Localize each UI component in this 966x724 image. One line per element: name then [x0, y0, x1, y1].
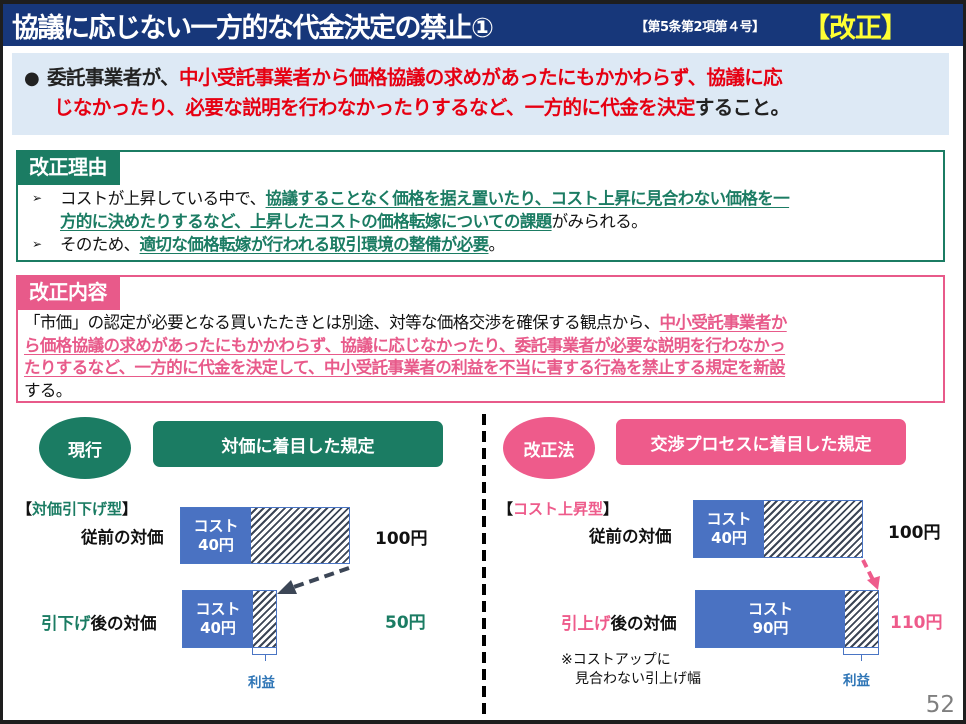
reason-text-end: 。 — [488, 235, 506, 254]
after-price-label: 引上げ後の対価 — [561, 610, 677, 634]
summary-suffix: すること。 — [694, 96, 790, 119]
cost-segment: コスト 40円 — [694, 501, 764, 557]
summary-prefix: 委託事業者が、 — [47, 66, 180, 89]
type-label-text: 対価引下げ型 — [32, 500, 123, 518]
reason-item-cont: 方的に決めたりするなど、上昇したコストの価格転嫁についての課題がみられる。 — [32, 210, 939, 233]
bracket-close: 】 — [603, 500, 619, 518]
cost-label: コスト — [193, 516, 239, 535]
profit-label: 利益 — [248, 675, 275, 691]
cost-value: 40円 — [198, 535, 234, 554]
current-rule-label: 対価に着目した規定 — [221, 436, 375, 457]
current-law-label: 現行 — [68, 440, 102, 461]
after-label-rest: 後の対価 — [610, 614, 677, 633]
content-text-end: する。 — [24, 380, 72, 400]
note-line: ※コストアップに — [561, 652, 671, 668]
reason-text: そのため、 — [60, 235, 140, 254]
arrowhead-bullet-icon: ➢ — [32, 237, 42, 251]
after-amount: 110円 — [890, 613, 943, 633]
content-emphasis: たりするなど、一方的に代金を決定して、中小受託事業者の利益を不当に害する行為を禁… — [24, 358, 786, 377]
content-emphasis: ら価格協議の求めがあったにもかかわらず、協議に応じなかったり、委託事業者が必要な… — [24, 335, 786, 355]
cost-value: 90円 — [752, 619, 789, 637]
cost-segment: コスト 40円 — [181, 508, 251, 563]
reason-item: ➢ そのため、適切な価格転嫁が行われる取引環境の整備が必要。 — [32, 233, 939, 256]
content-box-body: 「市価」の認定が必要となる買いたたきとは別途、対等な価格交渉を確保する観点から、… — [24, 312, 939, 402]
reason-emphasis: 協議することなく価格を据え置いたり、コスト上昇に見合わない価格を一 — [265, 189, 790, 208]
summary-box: ● 委託事業者が、中小受託事業者から価格協議の求めがあったにもかかわらず、協議に応… — [12, 53, 949, 135]
current-rule-pill: 対価に着目した規定 — [153, 421, 443, 467]
after-label-highlight: 引上げ — [561, 614, 611, 633]
summary-highlight-cont: じなかったり、必要な説明を行わなかったりするなど、一方的に代金を決定 — [54, 96, 695, 119]
before-price-label: 従前の対価 — [589, 527, 672, 546]
cost-label: コスト — [195, 600, 241, 618]
reason-emphasis-cont: 方的に決めたりするなど、上昇したコストの価格転嫁についての課題 — [60, 212, 552, 231]
profit-label: 利益 — [843, 673, 870, 689]
summary-highlight: 中小受託事業者から価格協議の求めがあったにもかかわらず、協議に応 — [179, 66, 783, 89]
revised-rule-pill: 交渉プロセスに着目した規定 — [616, 419, 906, 465]
content-box: 改正内容 「市価」の認定が必要となる買いたたきとは別途、対等な価格交渉を確保する… — [16, 275, 945, 403]
after-amount: 50円 — [385, 613, 426, 633]
increase-arrow-icon — [861, 559, 880, 590]
current-law-badge: 現行 — [39, 417, 131, 479]
profit-segment — [845, 591, 878, 647]
profit-segment — [253, 591, 276, 647]
cost-label: コスト — [706, 510, 752, 528]
insufficient-increase-note: ※コストアップに 見合わない引上げ幅 — [561, 651, 701, 689]
before-price-label: 従前の対価 — [81, 528, 164, 547]
revised-law-label: 改正法 — [523, 440, 575, 461]
profit-segment — [764, 501, 862, 557]
page-title: 協議に応じない一方的な代金決定の禁止① — [12, 13, 494, 44]
type-label-text: コスト上昇型 — [513, 500, 604, 518]
bracket-close: 】 — [122, 500, 138, 518]
revision-tag: 【改正】 — [803, 13, 908, 44]
profit-brace — [252, 648, 277, 661]
cost-label: コスト — [747, 600, 793, 618]
panel-divider — [482, 414, 486, 714]
before-price-bar: コスト 40円 — [180, 507, 350, 564]
page-number: 52 — [925, 692, 955, 718]
cost-value: 40円 — [200, 619, 236, 637]
before-amount: 100円 — [375, 529, 428, 549]
after-label-highlight: 引下げ — [41, 614, 91, 633]
reason-emphasis: 適切な価格転嫁が行われる取引環境の整備が必要 — [139, 235, 490, 254]
reason-box-body: ➢ コストが上昇している中で、協議することなく価格を据え置いたり、コスト上昇に見合… — [32, 187, 939, 256]
bullet-icon: ● — [24, 68, 40, 89]
profit-brace — [843, 648, 879, 661]
bracket-open: 【 — [498, 500, 514, 518]
reason-item: ➢ コストが上昇している中で、協議することなく価格を据え置いたり、コスト上昇に見合… — [32, 187, 939, 210]
note-line: 見合わない引上げ幅 — [561, 671, 701, 687]
before-price-bar: コスト 40円 — [693, 500, 863, 558]
after-label-rest: 後の対価 — [90, 614, 157, 633]
slide-header: 協議に応じない一方的な代金決定の禁止① 【第5条第2項第４号】 【改正】 — [3, 4, 963, 46]
law-reference: 【第5条第2項第４号】 — [635, 20, 765, 35]
reason-box: 改正理由 ➢ コストが上昇している中で、協議することなく価格を据え置いたり、コスト… — [16, 150, 945, 262]
cost-value: 40円 — [711, 529, 747, 547]
slide: 協議に応じない一方的な代金決定の禁止① 【第5条第2項第４号】 【改正】 ● 委託… — [3, 4, 963, 720]
revised-law-badge: 改正法 — [503, 417, 595, 479]
cost-increase-type-label: 【コスト上昇型】 — [498, 498, 618, 519]
before-amount: 100円 — [888, 523, 941, 543]
reason-text-end: がみられる。 — [551, 212, 648, 231]
content-emphasis: 中小受託事業者か — [659, 313, 788, 332]
revised-rule-label: 交渉プロセスに着目した規定 — [650, 434, 872, 455]
profit-segment — [251, 508, 349, 563]
after-price-bar: コスト 90円 — [695, 590, 879, 648]
reason-text: コストが上昇している中で、 — [60, 189, 266, 208]
after-price-label: 引下げ後の対価 — [41, 610, 157, 634]
content-box-label: 改正内容 — [16, 275, 120, 310]
after-price-bar: コスト 40円 — [182, 590, 277, 648]
cost-segment: コスト 40円 — [183, 591, 253, 647]
content-text: 「市価」の認定が必要となる買いたたきとは別途、対等な価格交渉を確保する観点から、 — [24, 313, 660, 332]
arrowhead-bullet-icon: ➢ — [32, 191, 42, 205]
bracket-open: 【 — [17, 500, 33, 518]
cost-segment: コスト 90円 — [696, 591, 845, 647]
reason-box-label: 改正理由 — [16, 150, 120, 185]
decrease-arrow-icon — [277, 566, 350, 594]
price-reduction-type-label: 【対価引下げ型】 — [17, 498, 137, 519]
